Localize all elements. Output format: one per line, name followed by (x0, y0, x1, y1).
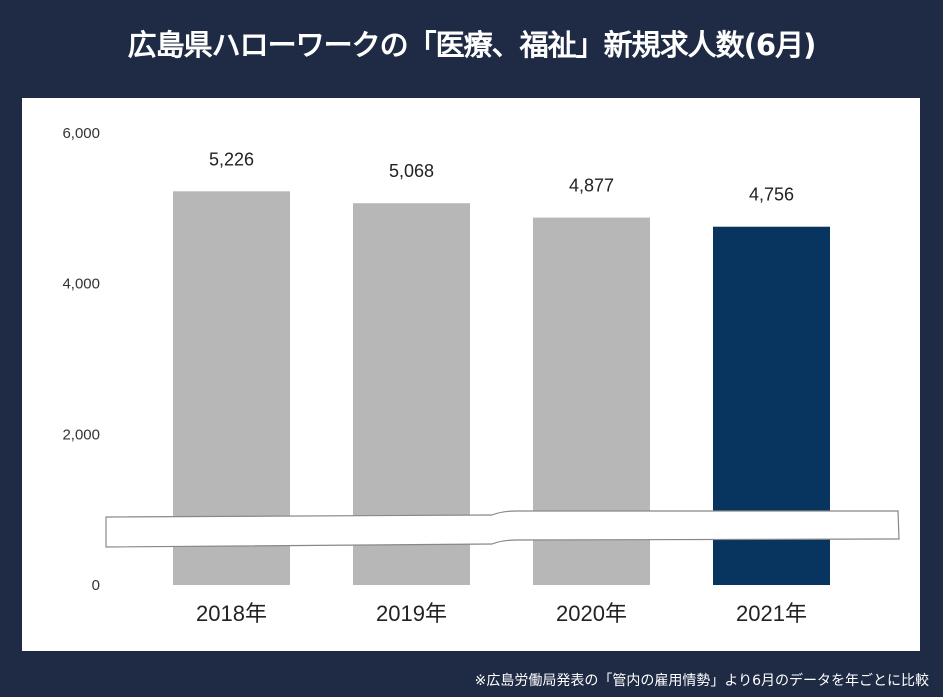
value-label: 5,068 (389, 161, 434, 181)
footnote: ※広島労働局発表の「管内の雇用情勢」より6月のデータを年ごとに比較 (474, 673, 929, 689)
axis-break-marker (105, 510, 900, 548)
y-tick-label: 2,000 (62, 426, 100, 443)
x-category-label: 2018年 (196, 601, 267, 626)
y-tick-label: 4,000 (62, 276, 100, 293)
value-label: 5,226 (209, 149, 254, 169)
y-tick-label: 0 (92, 577, 100, 594)
chart-panel: 0 2,000 4,000 6,000 5,226 2018年 5,068 2019年 4,87… (22, 98, 920, 651)
x-category-label: 2021年 (736, 601, 807, 626)
y-tick-label: 6,000 (62, 125, 100, 142)
bar-chart: 0 2,000 4,000 6,000 5,226 2018年 5,068 2019年 4,87… (62, 125, 900, 626)
x-category-label: 2020年 (556, 601, 627, 626)
value-label: 4,877 (569, 176, 614, 196)
x-category-label: 2019年 (376, 601, 447, 626)
value-label: 4,756 (749, 185, 794, 205)
chart-title: 広島県ハローワークの「医療、福祉」新規求人数(6月) (127, 28, 817, 62)
